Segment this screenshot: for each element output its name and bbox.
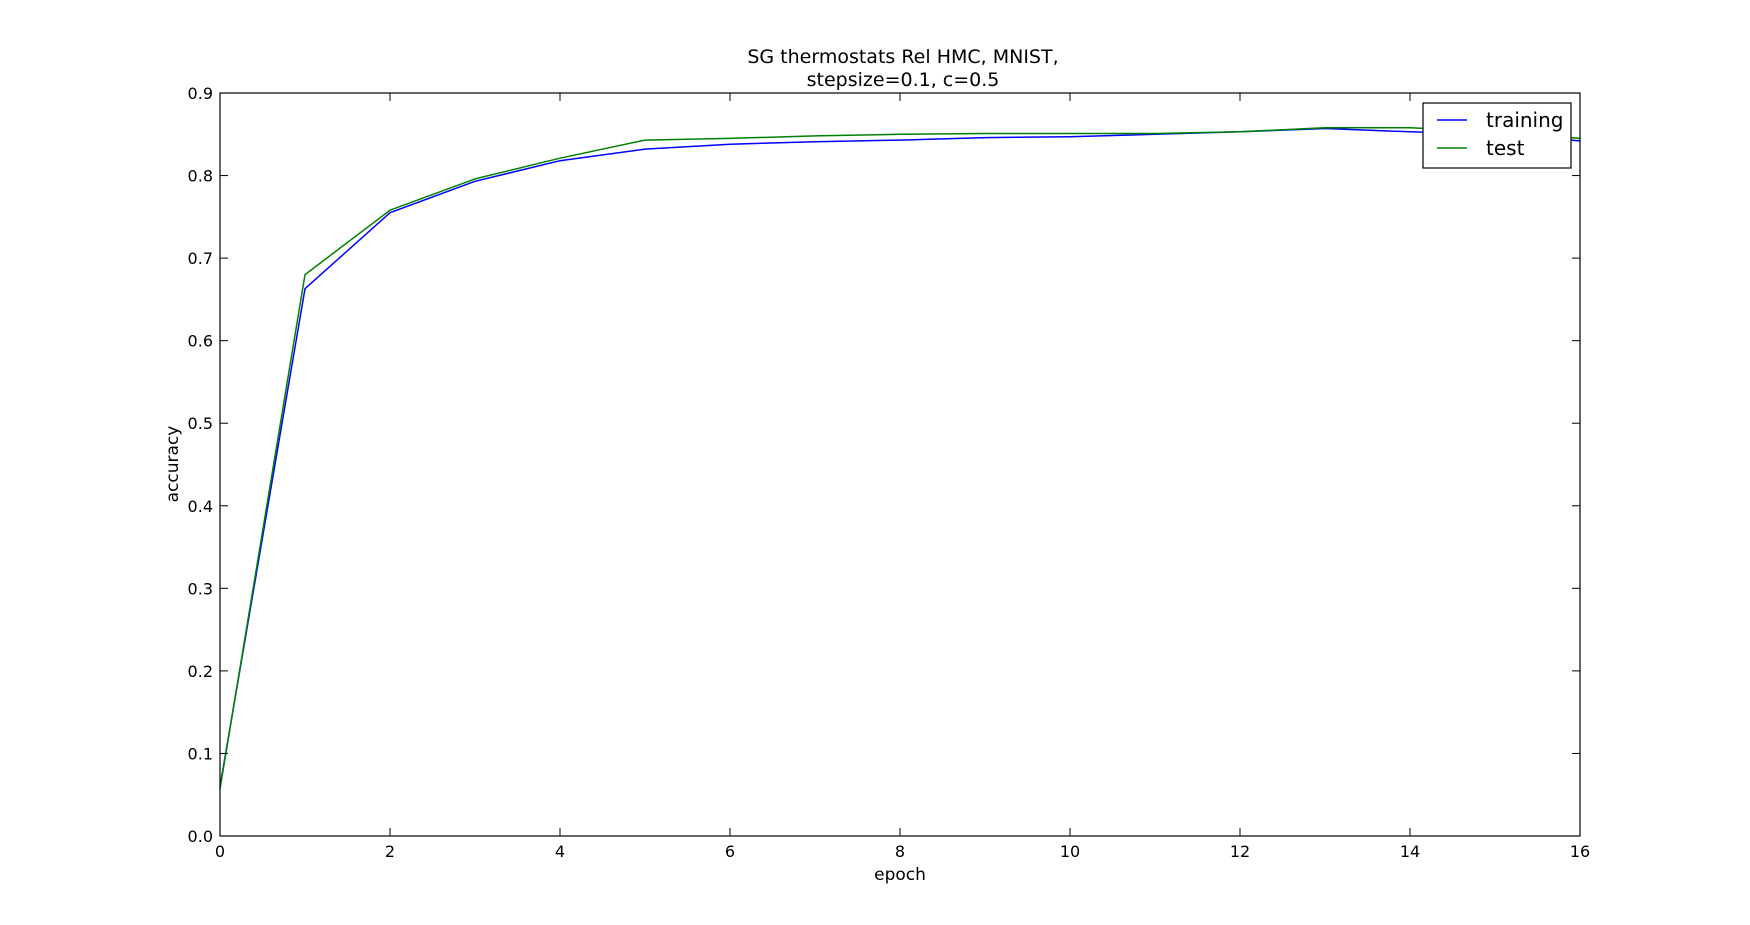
series-line-test bbox=[219, 126, 1581, 790]
x-tick-label: 12 bbox=[1230, 842, 1250, 861]
y-tick-label: 0.8 bbox=[188, 167, 213, 186]
y-tick-label: 0.0 bbox=[188, 827, 213, 846]
y-tick-label: 0.7 bbox=[188, 249, 213, 268]
x-tick-label: 8 bbox=[895, 842, 905, 861]
plot-frame bbox=[219, 92, 1581, 837]
x-tick-label: 4 bbox=[555, 842, 565, 861]
y-tick-label: 0.1 bbox=[188, 744, 213, 763]
x-axis-label: epoch bbox=[874, 865, 926, 885]
y-tick-label: 0.4 bbox=[188, 497, 213, 516]
chart-title-line-1: SG thermostats Rel HMC, MNIST, bbox=[747, 46, 1058, 68]
legend-label-test: test bbox=[1486, 136, 1525, 160]
x-tick-label: 10 bbox=[1060, 842, 1080, 861]
legend-box bbox=[1422, 102, 1572, 169]
x-tick-label: 6 bbox=[725, 842, 735, 861]
legend-label-training: training bbox=[1486, 108, 1563, 132]
x-tick-label: 16 bbox=[1570, 842, 1590, 861]
plot-area bbox=[219, 126, 1581, 790]
y-axis-label: accuracy bbox=[163, 426, 183, 503]
y-tick-label: 0.5 bbox=[188, 414, 213, 433]
y-tick-label: 0.3 bbox=[188, 579, 213, 598]
x-tick-label: 14 bbox=[1400, 842, 1420, 861]
y-tick-label: 0.6 bbox=[188, 332, 213, 351]
chart-title-line-2: stepsize=0.1, c=0.5 bbox=[807, 69, 1000, 91]
series-line-training bbox=[219, 127, 1581, 787]
y-tick-label: 0.9 bbox=[188, 84, 213, 103]
y-tick-label: 0.2 bbox=[188, 662, 213, 681]
x-tick-label: 0 bbox=[215, 842, 225, 861]
x-tick-label: 2 bbox=[385, 842, 395, 861]
legend: training test bbox=[1422, 102, 1572, 169]
